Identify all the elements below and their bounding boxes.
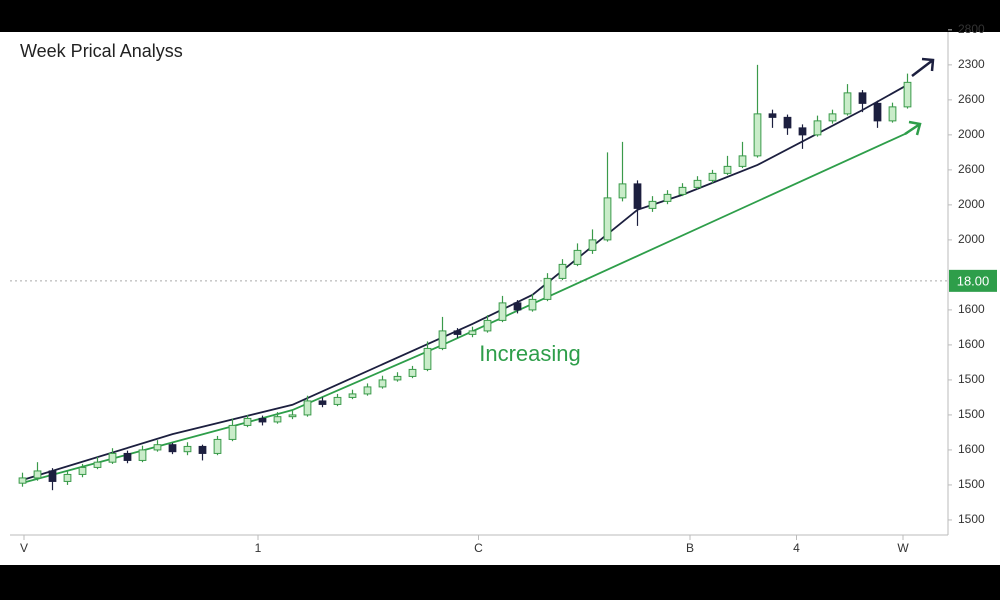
candle-body xyxy=(543,277,552,300)
annotation: Increasing xyxy=(479,341,581,366)
candle-body xyxy=(108,452,117,463)
y-tick-label: 1500 xyxy=(958,477,985,491)
candle-body xyxy=(498,302,507,321)
price-tag-label: 18.00 xyxy=(957,273,990,288)
candle-body xyxy=(468,330,477,335)
candle-body xyxy=(213,438,222,454)
candle-body xyxy=(858,92,867,104)
candle-body xyxy=(318,400,327,405)
candle-body xyxy=(198,445,207,454)
x-tick-label: 1 xyxy=(255,541,262,555)
y-tick-label: 1500 xyxy=(958,372,985,386)
candle-body xyxy=(258,417,267,423)
candle-body xyxy=(888,106,897,122)
arrow xyxy=(904,120,922,136)
candle-body xyxy=(123,452,132,461)
candle-body xyxy=(93,461,102,468)
x-tick-label: C xyxy=(474,541,483,555)
candle-body xyxy=(333,396,342,405)
y-tick-label: 2600 xyxy=(958,162,985,176)
candle-body xyxy=(438,330,447,349)
candle-body xyxy=(303,400,312,416)
y-tick-label: 2300 xyxy=(958,57,985,71)
candle-body xyxy=(798,127,807,136)
candle-body xyxy=(348,393,357,398)
candle-body xyxy=(708,172,717,181)
candle-body xyxy=(633,183,642,209)
y-tick-label: 1500 xyxy=(958,407,985,421)
y-tick-label: 2000 xyxy=(958,232,985,246)
candle-body xyxy=(783,116,792,129)
candle-body xyxy=(138,449,147,461)
candle-body xyxy=(288,414,297,418)
candle-body xyxy=(693,179,702,188)
y-tick-label: 1600 xyxy=(958,337,985,351)
candle-body xyxy=(393,375,402,381)
candle-body xyxy=(528,298,537,311)
candle-body xyxy=(738,155,747,167)
candle-body xyxy=(18,477,27,484)
y-tick-label: 2800 xyxy=(958,22,985,36)
candle-body xyxy=(873,102,882,122)
candle-body xyxy=(273,416,282,423)
y-tick-label: 2600 xyxy=(958,92,985,106)
arrow xyxy=(911,57,935,77)
candle-body xyxy=(33,470,42,479)
y-tick-label: 1500 xyxy=(958,512,985,526)
candle-body xyxy=(48,470,57,482)
x-tick-label: B xyxy=(686,541,694,555)
candle-body xyxy=(243,417,252,426)
candle-body xyxy=(168,444,177,453)
candle-body xyxy=(153,444,162,451)
candle-body xyxy=(378,379,387,388)
candle-body xyxy=(753,113,762,157)
candle-body xyxy=(813,120,822,136)
chart-title: Week Prical Analyss xyxy=(20,41,183,61)
candle-body xyxy=(828,113,837,122)
candle-body xyxy=(618,183,627,199)
candle-body xyxy=(573,249,582,265)
y-tick-label: 1600 xyxy=(958,442,985,456)
candle-body xyxy=(648,200,657,209)
candle-body xyxy=(843,92,852,115)
candle-body xyxy=(768,113,777,118)
plot: 1500 1500 1600 1500 1500 1600 1600 2000 2000 2600… xyxy=(10,22,997,555)
candle-body xyxy=(903,81,912,108)
candle-body xyxy=(408,368,417,377)
candle-body xyxy=(483,319,492,332)
candle-body xyxy=(363,386,372,395)
candle-body xyxy=(63,473,72,482)
candle-body xyxy=(588,239,597,251)
candle-body xyxy=(723,165,732,174)
candle-body xyxy=(78,466,87,475)
x-tick-label: 4 xyxy=(793,541,800,555)
candle-body xyxy=(663,193,672,202)
price-tag xyxy=(949,269,997,292)
candle-body xyxy=(453,330,462,335)
y-tick-label: 1600 xyxy=(958,302,985,316)
candle-body xyxy=(183,445,192,453)
candle-body xyxy=(678,186,687,195)
candle-body xyxy=(558,263,567,279)
y-tick-label: 2000 xyxy=(958,127,985,141)
y-tick-label: 2000 xyxy=(958,197,985,211)
candle-body xyxy=(513,302,522,311)
x-tick-label: V xyxy=(20,541,28,555)
candle-body xyxy=(423,347,432,370)
candle-body xyxy=(603,197,612,241)
candle-body xyxy=(228,424,237,440)
x-tick-label: W xyxy=(897,541,909,555)
